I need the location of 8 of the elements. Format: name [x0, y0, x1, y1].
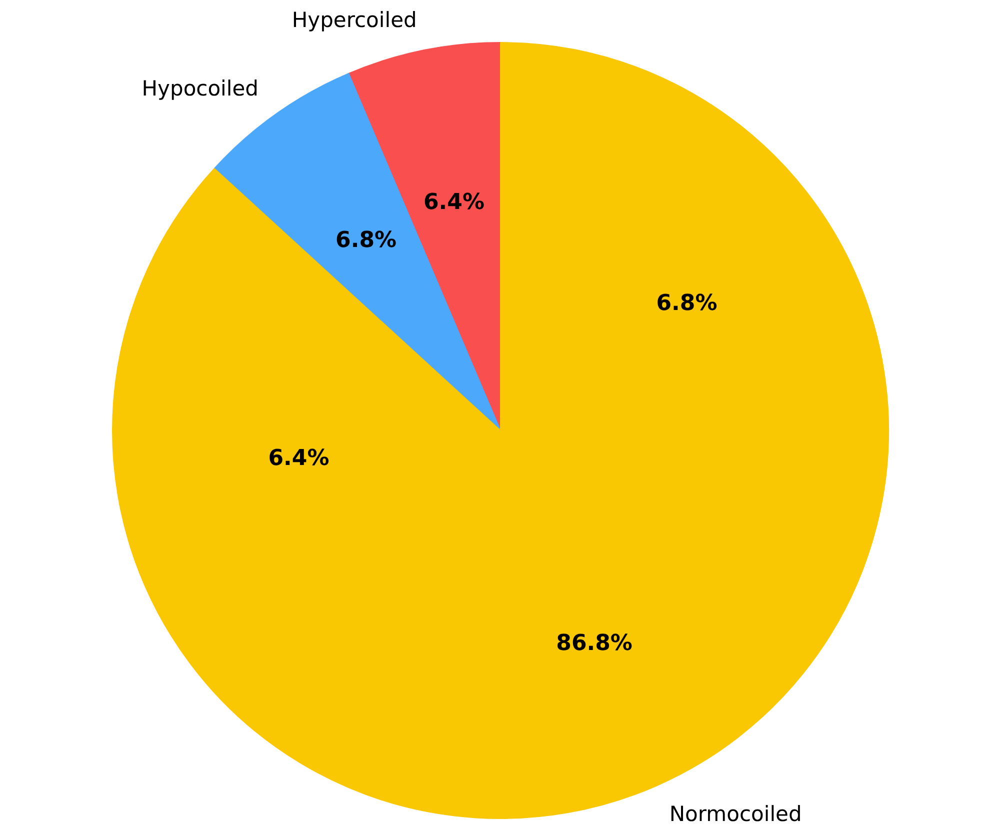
data-label: 6.8% — [336, 228, 397, 253]
text: 6.4% — [268, 446, 330, 471]
slice-label: Normocoiled — [669, 802, 802, 826]
text: 6.8% — [656, 291, 718, 316]
slice-label: Hypercoiled — [292, 8, 417, 32]
slice-label: Hypocoiled — [142, 76, 258, 100]
data-label: 86.8% — [556, 631, 632, 656]
data-label: 6.4% — [424, 190, 485, 215]
